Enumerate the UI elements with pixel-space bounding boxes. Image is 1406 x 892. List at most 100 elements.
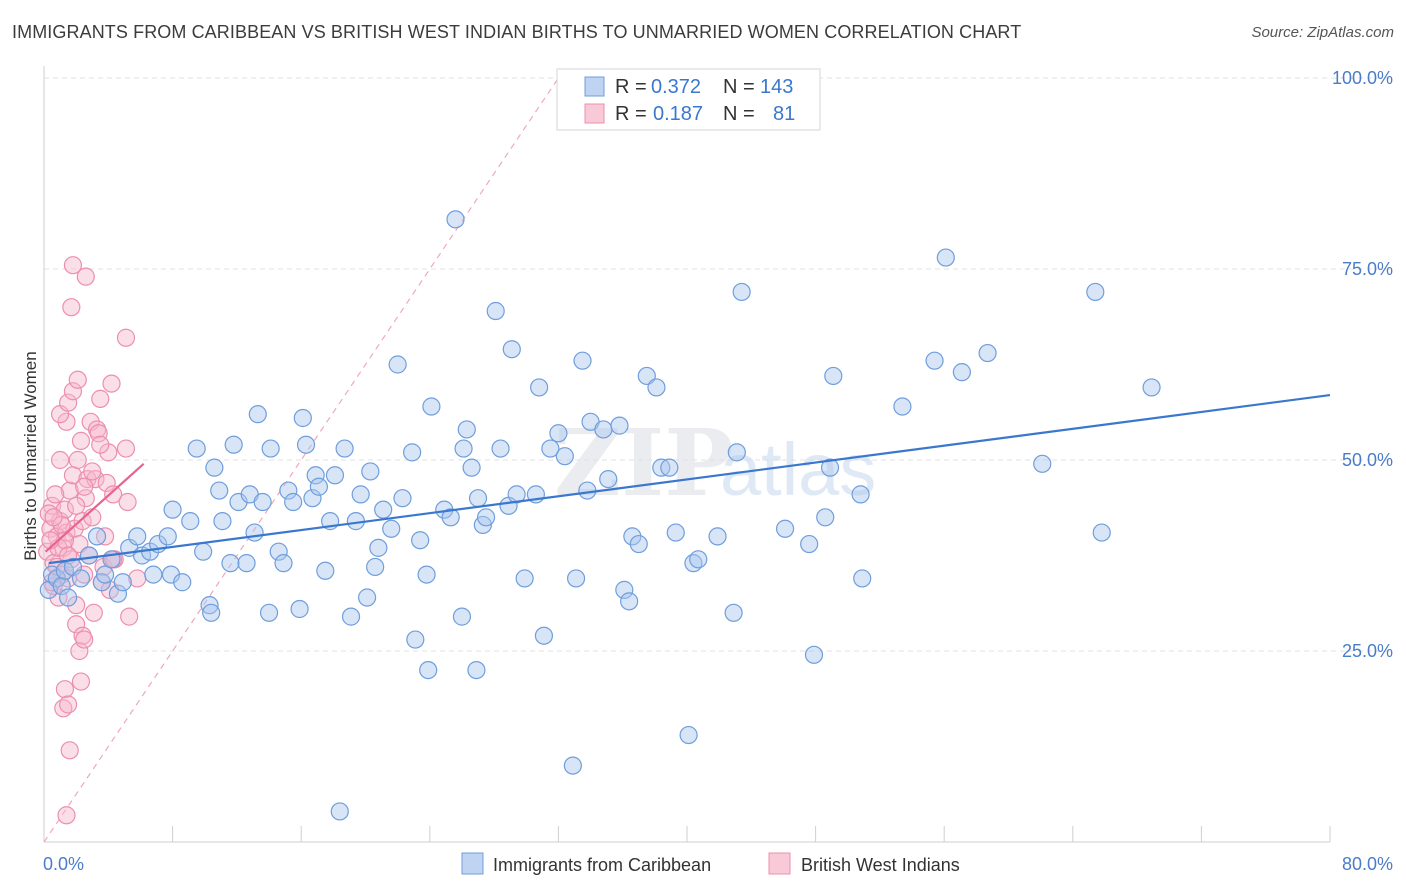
point-caribbean (555, 447, 574, 466)
point-caribbean (1086, 282, 1105, 302)
point-british-west-indian (68, 450, 87, 470)
bottom-legend-label-blue: Immigrants from Caribbean (493, 855, 711, 875)
legend-n-label-blue: N = (723, 76, 755, 98)
point-caribbean (210, 481, 229, 500)
point-caribbean (187, 439, 206, 458)
point-caribbean (403, 443, 422, 462)
point-caribbean (491, 439, 510, 458)
axes (43, 66, 1331, 843)
point-caribbean (393, 489, 412, 508)
point-caribbean (620, 592, 639, 611)
point-caribbean (824, 366, 843, 386)
bottom-legend-label-pink: British West Indians (801, 855, 960, 875)
point-caribbean (269, 542, 288, 561)
point-caribbean (925, 351, 944, 370)
point-caribbean (158, 527, 177, 546)
trend-lines (44, 393, 1331, 565)
point-caribbean (374, 500, 393, 519)
point-caribbean (573, 351, 592, 370)
point-caribbean (245, 523, 264, 542)
point-caribbean (615, 580, 634, 599)
bottom-legend-swatch-pink (768, 852, 791, 875)
point-caribbean (566, 569, 586, 588)
point-british-west-indian (97, 473, 116, 493)
point-british-west-indian (76, 489, 95, 508)
point-british-west-indian (63, 382, 83, 401)
point-british-west-indian (91, 389, 110, 408)
point-caribbean (224, 435, 243, 454)
legend-swatch-blue (584, 76, 605, 97)
reference-line (43, 77, 559, 843)
point-caribbean (316, 561, 335, 580)
point-british-west-indian (75, 630, 94, 649)
point-caribbean (59, 588, 78, 607)
point-british-west-indian (116, 439, 136, 458)
point-caribbean (366, 557, 385, 577)
correlation-legend: R = 0.372 N = 143 R = 0.187 N = 81 (556, 68, 821, 131)
point-caribbean (820, 458, 840, 477)
point-caribbean (306, 466, 325, 485)
point-caribbean (144, 565, 163, 584)
point-caribbean (422, 397, 441, 416)
point-caribbean (325, 466, 345, 485)
point-british-west-indian (71, 672, 91, 691)
point-caribbean (335, 439, 354, 458)
point-british-west-indian (59, 393, 78, 412)
point-caribbean (476, 508, 496, 527)
point-caribbean (689, 550, 708, 569)
point-caribbean (727, 443, 746, 462)
chart-title: IMMIGRANTS FROM CARIBBEAN VS BRITISH WES… (12, 22, 1022, 42)
point-caribbean (330, 802, 349, 821)
legend-n-label-pink: N = (723, 103, 755, 125)
point-british-west-indian (73, 512, 92, 531)
point-caribbean (296, 435, 316, 454)
point-caribbean (173, 573, 192, 592)
legend-n-value-blue: 143 (760, 76, 793, 98)
watermark: ZIP atlas (554, 409, 876, 517)
point-british-west-indian (60, 481, 79, 500)
point-caribbean (284, 492, 303, 512)
point-caribbean (534, 626, 554, 645)
point-caribbean (647, 378, 666, 397)
y-axis-label: Births to Unmarried Women (21, 351, 40, 560)
trend-line-british-west-indian (44, 463, 145, 553)
point-british-west-indian (67, 496, 86, 515)
point-caribbean (341, 607, 361, 626)
point-caribbean (108, 584, 128, 603)
reference-diagonal (43, 77, 559, 843)
watermark-zip: ZIP (554, 409, 733, 517)
point-british-west-indian (120, 607, 139, 626)
point-caribbean (261, 439, 280, 458)
point-caribbean (599, 470, 618, 489)
point-british-west-indian (57, 806, 76, 825)
point-caribbean (71, 569, 91, 588)
point-british-west-indian (75, 477, 94, 496)
point-british-west-indian (50, 450, 70, 470)
point-caribbean (578, 481, 597, 500)
point-caribbean (594, 420, 613, 439)
point-caribbean (1033, 454, 1052, 473)
legend-r-value-pink: 0.187 (653, 103, 703, 125)
point-caribbean (441, 508, 460, 527)
point-caribbean (936, 248, 955, 267)
point-caribbean (388, 355, 407, 374)
point-caribbean (181, 512, 200, 531)
point-caribbean (452, 607, 472, 626)
point-british-west-indian (70, 641, 89, 661)
point-caribbean (113, 573, 132, 592)
point-british-west-indian (46, 485, 65, 504)
point-caribbean (279, 481, 298, 500)
legend-r-value-blue: 0.372 (651, 76, 701, 98)
point-caribbean (417, 565, 436, 584)
legend-swatch-pink (584, 103, 605, 124)
point-caribbean (87, 527, 107, 546)
point-caribbean (446, 210, 465, 229)
point-caribbean (775, 519, 795, 538)
point-caribbean (205, 458, 224, 477)
point-caribbean (79, 546, 99, 565)
point-caribbean (293, 408, 312, 428)
point-british-west-indian (63, 256, 83, 275)
trend-line-caribbean (48, 393, 1331, 565)
point-caribbean (666, 523, 685, 542)
point-caribbean (303, 489, 322, 508)
